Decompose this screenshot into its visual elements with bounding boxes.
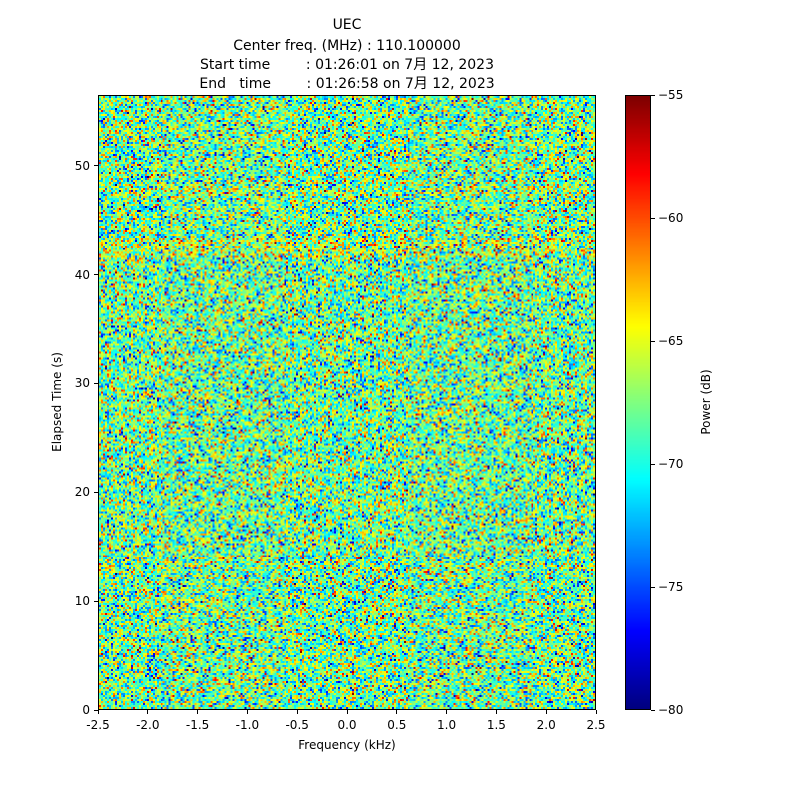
- colorbar-tick-mark: [651, 586, 655, 588]
- colorbar-tick-mark: [651, 463, 655, 465]
- x-tick-label: -1.5: [185, 718, 210, 732]
- colorbar-canvas: [626, 96, 650, 709]
- x-tick-mark: [396, 710, 398, 714]
- colorbar-tick-label: −55: [658, 88, 684, 102]
- y-tick-mark: [94, 165, 98, 167]
- y-tick-mark: [94, 382, 98, 384]
- x-tick-mark: [296, 710, 298, 714]
- colorbar-tick-label: −75: [658, 580, 684, 594]
- x-tick-label: -0.5: [285, 718, 309, 732]
- header-end-time: End time : 01:26:58 on 7月 12, 2023: [199, 76, 495, 92]
- x-tick-label: 2.5: [586, 718, 606, 732]
- x-tick-mark: [346, 710, 348, 714]
- y-tick-label: 10: [74, 594, 90, 609]
- figure-title: UEC: [332, 17, 362, 33]
- y-axis-label: Elapsed Time (s): [50, 352, 64, 452]
- y-tick-mark: [94, 709, 98, 711]
- y-tick-label: 30: [74, 376, 90, 391]
- x-axis-label: Frequency (kHz): [298, 738, 396, 752]
- x-tick-label: -2.5: [86, 718, 110, 732]
- y-tick-label: 0: [82, 703, 90, 717]
- x-tick-mark: [495, 710, 497, 714]
- x-tick-mark: [595, 710, 597, 714]
- spectrogram-canvas: [99, 96, 595, 709]
- colorbar-tick-mark: [651, 94, 655, 96]
- colorbar-tick-label: −65: [658, 334, 684, 348]
- y-tick-mark: [94, 491, 98, 493]
- x-tick-label: 1.5: [486, 718, 506, 732]
- x-tick-mark: [97, 710, 99, 714]
- x-tick-mark: [147, 710, 149, 714]
- x-tick-mark: [246, 710, 248, 714]
- plot-area: [98, 95, 596, 710]
- y-tick-mark: [94, 274, 98, 276]
- x-tick-mark: [545, 710, 547, 714]
- colorbar-tick-mark: [651, 217, 655, 219]
- colorbar-tick-label: −70: [658, 457, 684, 471]
- y-tick-label: 20: [74, 485, 90, 500]
- colorbar-tick-label: −60: [658, 211, 684, 225]
- x-tick-mark: [197, 710, 199, 714]
- colorbar-tick-label: −80: [658, 703, 684, 717]
- colorbar: [625, 95, 651, 710]
- x-tick-label: 2.0: [536, 718, 556, 732]
- y-tick-label: 50: [74, 158, 90, 173]
- colorbar-tick-mark: [651, 340, 655, 342]
- y-tick-label: 40: [74, 267, 90, 282]
- x-tick-mark: [446, 710, 448, 714]
- x-tick-label: -2.0: [136, 718, 160, 732]
- y-tick-mark: [94, 600, 98, 602]
- colorbar-tick-mark: [651, 709, 655, 711]
- x-tick-label: -1.0: [235, 718, 260, 732]
- x-tick-label: 0.5: [387, 718, 407, 732]
- header-start-time: Start time : 01:26:01 on 7月 12, 2023: [200, 57, 494, 73]
- colorbar-label: Power (dB): [699, 369, 713, 435]
- x-tick-label: 0.0: [337, 718, 357, 732]
- header-center-freq: Center freq. (MHz) : 110.100000: [233, 38, 461, 54]
- x-tick-label: 1.0: [437, 718, 457, 732]
